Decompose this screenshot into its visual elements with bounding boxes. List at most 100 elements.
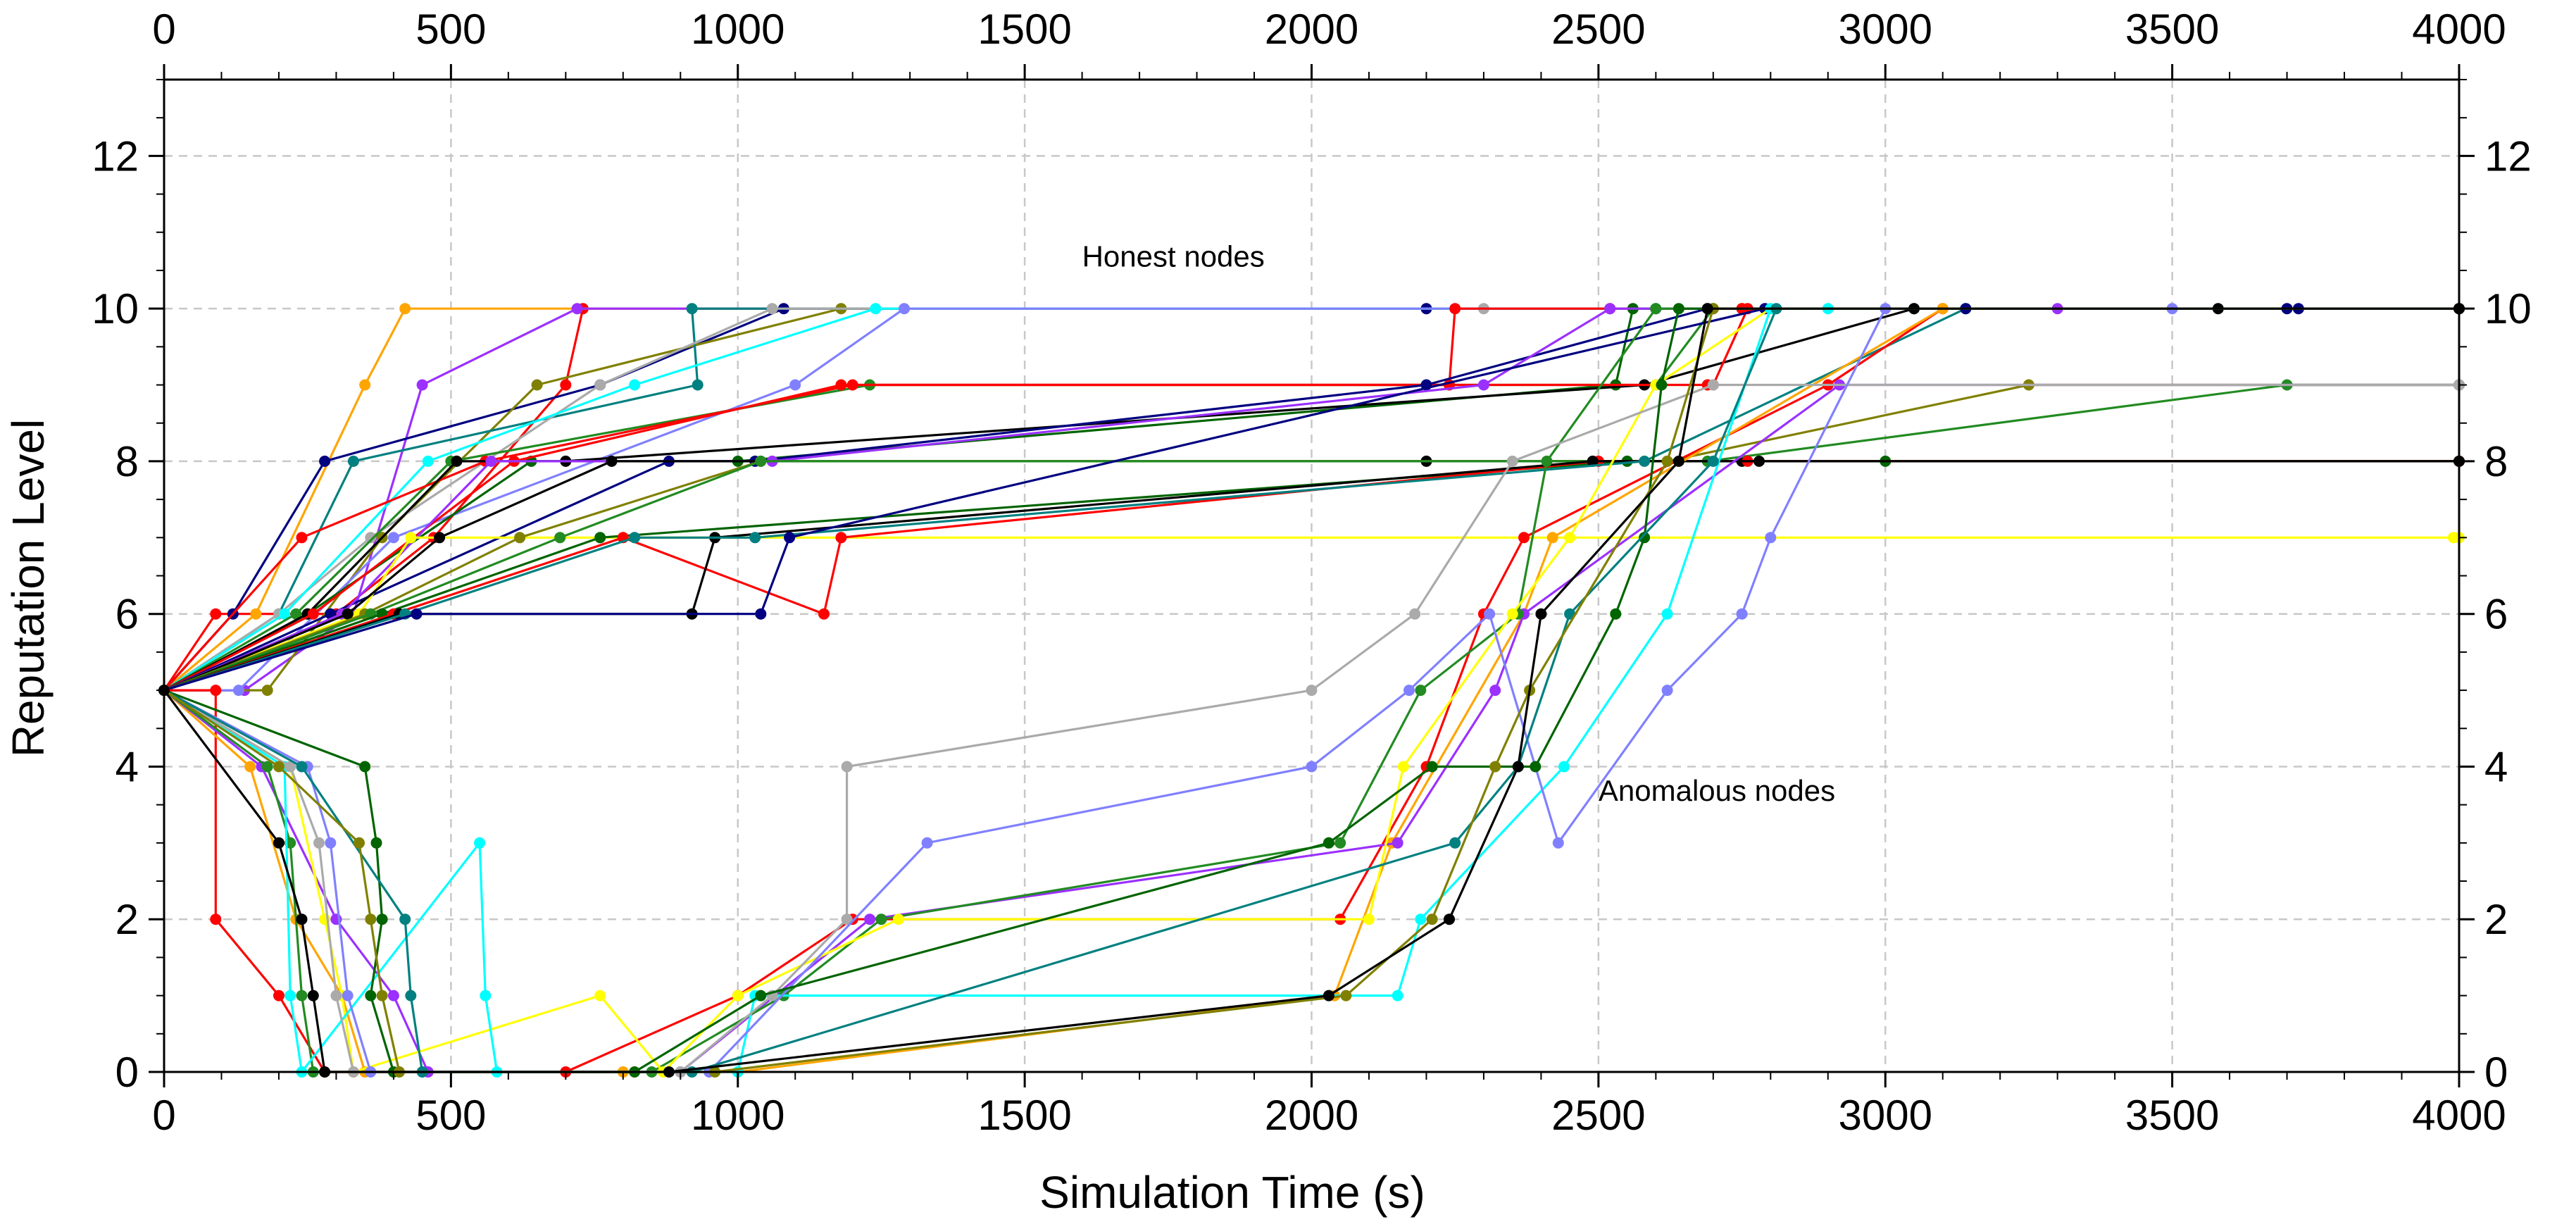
data-point — [1397, 761, 1409, 773]
annotation-label: Honest nodes — [1082, 240, 1265, 273]
data-point — [1415, 913, 1427, 925]
data-point — [1392, 837, 1403, 849]
data-point — [285, 761, 296, 773]
data-point — [232, 685, 244, 697]
data-point — [376, 913, 388, 925]
data-point — [1477, 379, 1489, 391]
data-point — [1661, 455, 1673, 467]
x-tick-label-bottom: 3000 — [1839, 1092, 1932, 1139]
data-point — [732, 990, 744, 1002]
x-tick-label-bottom: 2500 — [1551, 1092, 1645, 1139]
data-point — [841, 913, 853, 925]
data-point — [784, 532, 796, 544]
data-point — [485, 455, 497, 467]
data-point — [864, 913, 876, 925]
data-point — [279, 608, 291, 620]
axes-layer: 0050050010001000150015002000200025002500… — [92, 6, 2532, 1139]
series-line — [163, 307, 2459, 1073]
data-point — [1656, 379, 1668, 391]
data-point — [285, 990, 296, 1002]
data-point — [1306, 761, 1318, 773]
data-point — [210, 685, 222, 697]
x-tick-label-bottom: 4000 — [2412, 1092, 2506, 1139]
annotation-label: Anomalous nodes — [1599, 774, 1835, 807]
data-point — [606, 455, 618, 467]
data-point — [1639, 455, 1651, 467]
data-point — [1530, 761, 1542, 773]
data-point — [789, 379, 801, 391]
data-point — [1552, 837, 1564, 849]
data-point — [755, 455, 767, 467]
data-point — [1306, 685, 1318, 697]
data-point — [1661, 608, 1673, 620]
data-point — [244, 761, 256, 773]
data-point — [1610, 608, 1622, 620]
data-point — [399, 913, 411, 925]
data-point — [1449, 303, 1461, 315]
data-point — [1426, 913, 1438, 925]
x-tick-label-top: 3500 — [2125, 6, 2219, 53]
data-point — [1672, 303, 1684, 315]
labels-layer: Simulation Time (s) Reputation Level — [3, 419, 1425, 1218]
data-point — [1587, 455, 1599, 467]
data-point — [1506, 455, 1518, 467]
data-point — [342, 990, 354, 1002]
data-point — [307, 608, 319, 620]
data-point — [1546, 532, 1558, 544]
data-point — [365, 990, 377, 1002]
series-line — [163, 383, 2459, 1073]
data-point — [875, 913, 887, 925]
data-point — [1765, 532, 1777, 544]
data-point — [1489, 761, 1501, 773]
x-tick-label-bottom: 1500 — [977, 1092, 1071, 1139]
data-point — [531, 379, 543, 391]
data-point — [1558, 761, 1570, 773]
y-tick-label-right: 10 — [2484, 285, 2532, 332]
series-line — [163, 307, 2459, 1073]
data-point — [354, 837, 365, 849]
series-line — [163, 307, 2459, 692]
data-point — [307, 990, 319, 1002]
data-point — [1484, 608, 1496, 620]
data-point — [434, 532, 446, 544]
y-tick-label-left: 12 — [92, 132, 139, 180]
y-tick-label-right: 6 — [2484, 591, 2508, 638]
series-line — [163, 307, 2459, 1073]
data-point — [1736, 608, 1748, 620]
data-point — [313, 837, 325, 849]
y-tick-label-right: 4 — [2484, 743, 2508, 790]
data-point — [594, 990, 606, 1002]
x-tick-label-top: 2000 — [1265, 6, 1358, 53]
x-tick-label-bottom: 1000 — [691, 1092, 784, 1139]
data-point — [250, 608, 262, 620]
x-tick-label-top: 2500 — [1551, 6, 1645, 53]
data-point — [1707, 379, 1719, 391]
y-tick-label-right: 12 — [2484, 132, 2532, 180]
data-point — [325, 837, 337, 849]
data-point — [1604, 303, 1616, 315]
data-point — [210, 608, 222, 620]
data-point — [296, 532, 308, 544]
data-point — [560, 379, 572, 391]
data-point — [422, 455, 434, 467]
data-point — [399, 303, 411, 315]
data-point — [1444, 913, 1455, 925]
data-point — [514, 532, 526, 544]
x-tick-label-top: 1000 — [691, 6, 784, 53]
data-point — [405, 532, 417, 544]
y-tick-label-right: 0 — [2484, 1049, 2508, 1096]
data-point — [1661, 685, 1673, 697]
data-point — [261, 761, 273, 773]
data-point — [365, 913, 377, 925]
data-point — [594, 379, 606, 391]
annotation-layer: Honest nodes Anomalous nodes — [1082, 240, 1836, 808]
data-point — [290, 608, 302, 620]
data-point — [296, 761, 308, 773]
data-point — [330, 990, 342, 1002]
data-point — [387, 532, 399, 544]
data-point — [870, 303, 882, 315]
data-point — [1392, 990, 1403, 1002]
data-point — [416, 379, 428, 391]
data-point — [347, 455, 359, 467]
